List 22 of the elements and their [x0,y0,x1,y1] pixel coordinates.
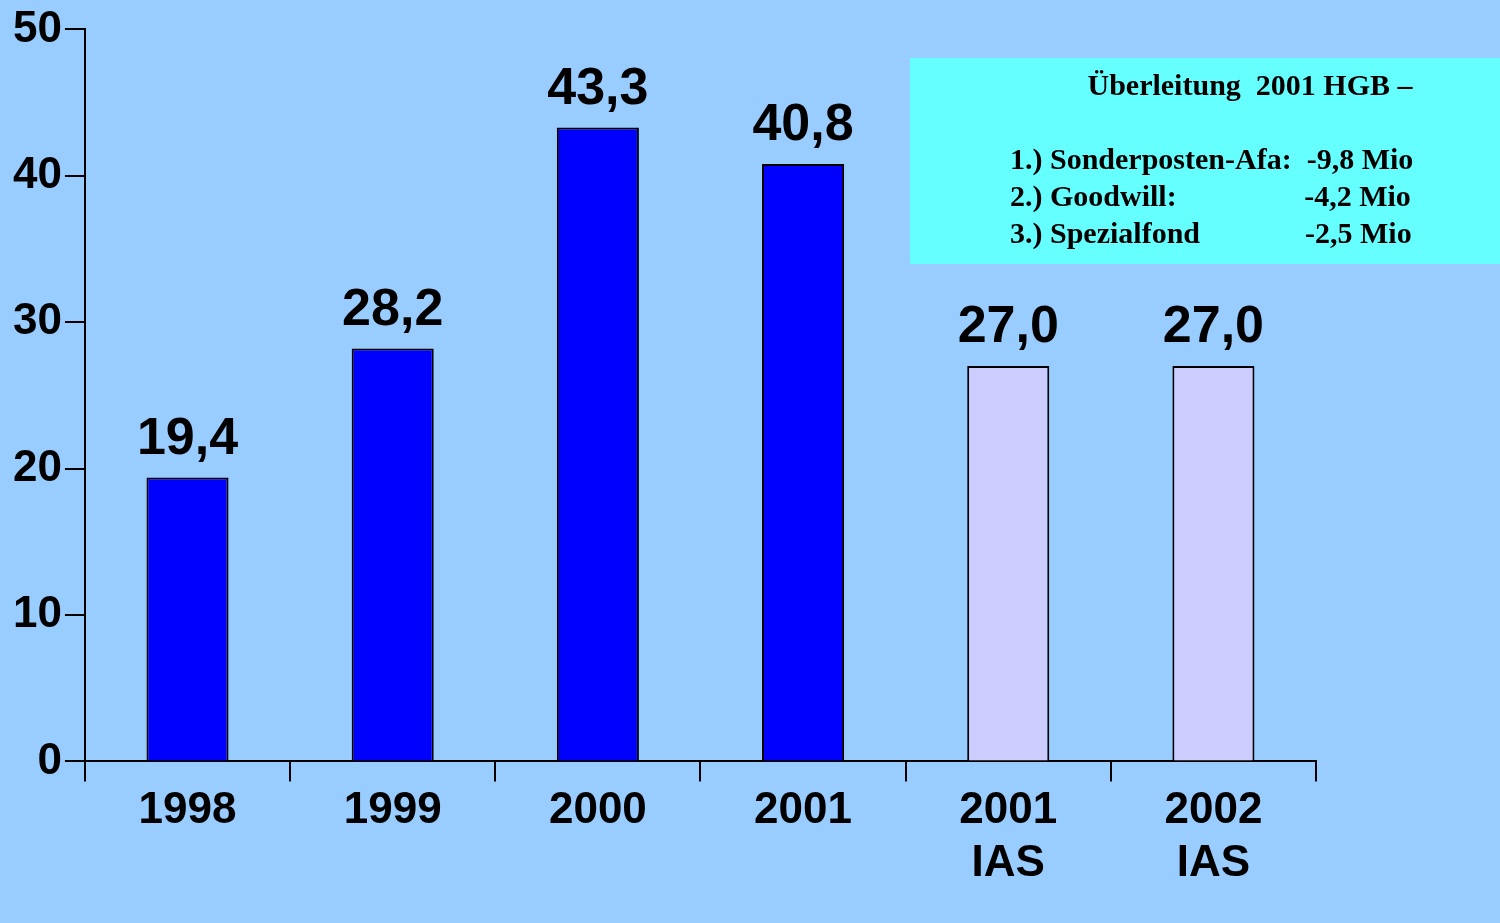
y-tick-label: 30 [12,294,62,344]
x-tick-label: 2001 IAS [959,782,1058,885]
x-tick-label: 1998 [138,782,237,832]
annotation: 2.) Goodwill: -4,2 Mio [1010,178,1412,214]
data-label: 28,2 [342,277,444,336]
x-tick-label: 2002 IAS [1164,782,1263,885]
x-tick-label: 2001 [754,782,852,832]
y-tick-label: 20 [12,440,62,490]
data-label: 27,0 [957,295,1059,354]
annotation: 3.) Spezialfond -2,5 Mio [1010,215,1413,251]
data-label: 40,8 [752,93,854,152]
x-tick-label: 1999 [343,782,442,832]
y-tick-label: 10 [12,587,62,637]
y-tick-label: 40 [12,147,62,197]
data-label: 43,3 [547,56,649,115]
annotation: 1.) Sonderposten-Afa: -9,8 Mio [1010,141,1415,177]
y-tick-label: 0 [37,733,62,783]
x-tick-label: 2000 [548,782,647,832]
data-label: 27,0 [1162,295,1265,354]
annotation: Überleitung 2001 HGB – [1086,67,1414,103]
data-label: 19,4 [136,406,239,465]
y-tick-label: 50 [12,1,62,51]
